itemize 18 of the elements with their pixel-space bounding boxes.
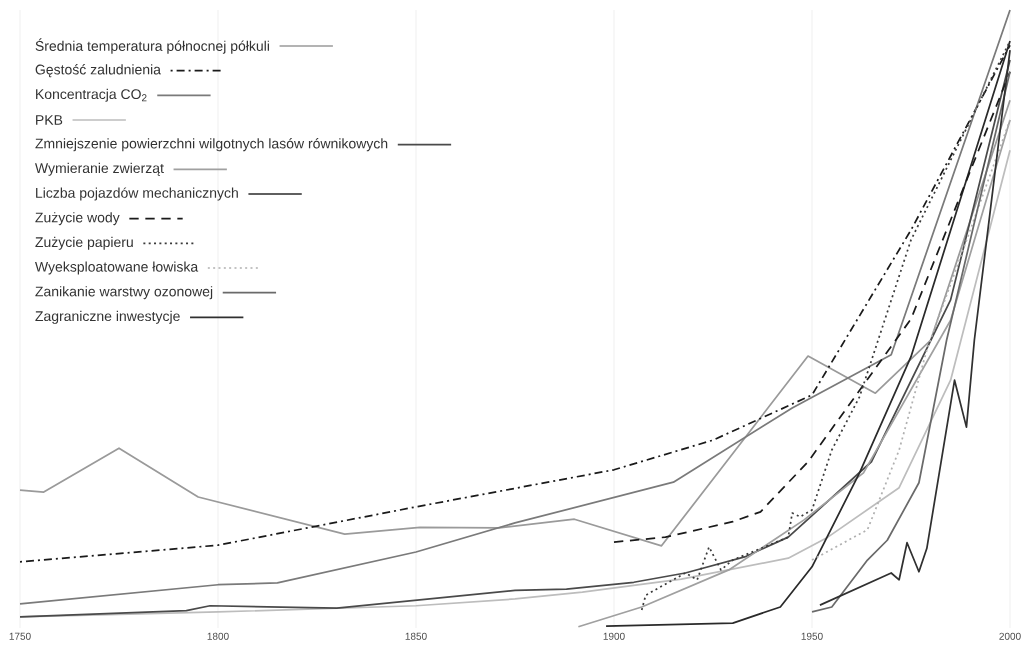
legend-label: Zmniejszenie powierzchni wilgotnych lasów równikowych — [35, 138, 388, 152]
legend-label: Średnia temperatura północnej półkuli — [35, 38, 269, 54]
x-tick-label: 1950 — [801, 632, 823, 640]
x-tick-label: 1750 — [9, 632, 31, 640]
legend-label: Koncentracja CO$_{2}$ — [36, 88, 147, 102]
legend-label: Zużycie wody — [35, 212, 120, 226]
legend-label: Zużycie papieru — [35, 236, 133, 250]
legend-label: Zanikanie warstwy ozonowej — [35, 286, 213, 300]
x-tick-label: 1900 — [603, 632, 625, 640]
legend-label: Wyeksploatowane łowiska — [35, 261, 199, 275]
x-tick-label: 2000 — [999, 632, 1021, 640]
legend-label: Zagraniczne inwestycje — [35, 310, 180, 324]
legend-label: Gęstość zaludnienia — [35, 64, 161, 78]
legend-label: Liczba pojazdów mechanicznych — [36, 187, 238, 201]
x-tick-label: 1850 — [405, 632, 427, 640]
legend-label: PKB — [36, 115, 63, 125]
x-tick-label: 1800 — [207, 632, 229, 640]
legend-label: Wymieranie zwierząt — [35, 162, 164, 176]
